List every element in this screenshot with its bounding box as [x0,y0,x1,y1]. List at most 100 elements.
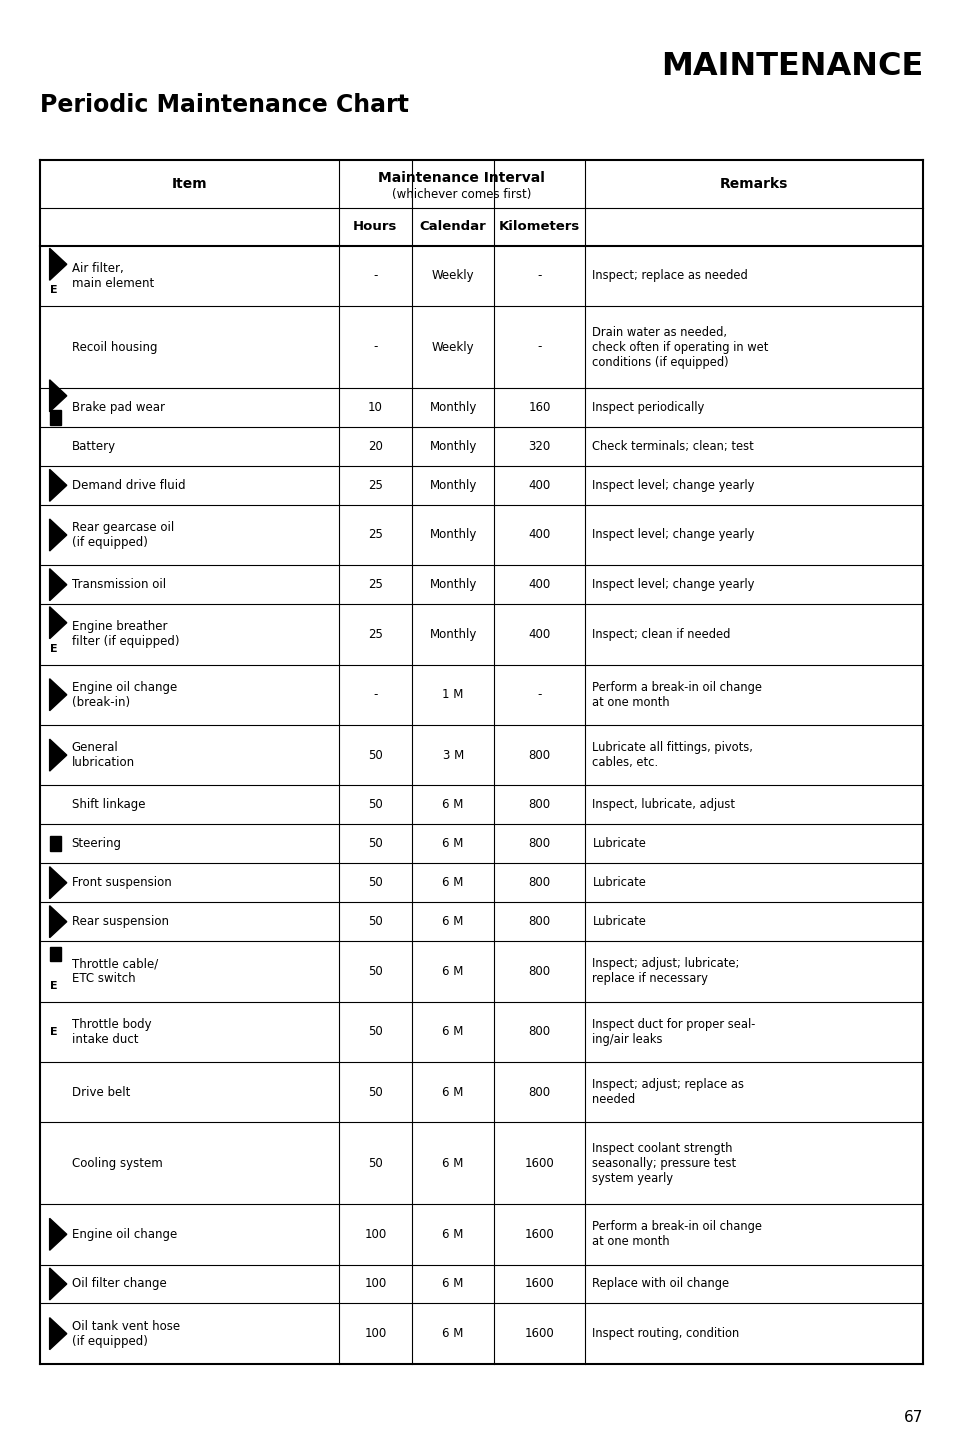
Text: 800: 800 [528,965,550,979]
Text: 50: 50 [368,838,382,851]
Text: Item: Item [172,177,207,190]
Text: 20: 20 [368,441,382,452]
Text: (whichever comes first): (whichever comes first) [392,188,531,201]
Text: 400: 400 [528,478,550,491]
Text: Weekly: Weekly [432,340,474,353]
Text: Lubricate: Lubricate [592,838,645,851]
Text: Replace with oil change: Replace with oil change [592,1278,729,1291]
Text: 100: 100 [364,1227,386,1240]
Text: Kilometers: Kilometers [498,221,579,233]
Text: Lubricate all fittings, pivots,
cables, etc.: Lubricate all fittings, pivots, cables, … [592,742,753,769]
Text: Inspect; clean if needed: Inspect; clean if needed [592,628,730,641]
Text: 100: 100 [364,1328,386,1341]
Text: Inspect level; change yearly: Inspect level; change yearly [592,528,754,541]
Text: Recoil housing: Recoil housing [71,340,157,353]
Text: Engine oil change
(break-in): Engine oil change (break-in) [71,680,176,708]
Text: 400: 400 [528,628,550,641]
Text: Steering: Steering [71,838,121,851]
Text: Monthly: Monthly [429,401,476,414]
Text: 6 M: 6 M [442,1328,463,1341]
Text: 800: 800 [528,915,550,928]
Text: 800: 800 [528,877,550,890]
Text: -: - [373,340,377,353]
Text: 6 M: 6 M [442,838,463,851]
Text: 10: 10 [368,401,382,414]
Text: 67: 67 [903,1410,923,1425]
Text: 25: 25 [368,579,382,592]
Text: 3 M: 3 M [442,749,463,762]
Text: Rear gearcase oil
(if equipped): Rear gearcase oil (if equipped) [71,521,173,550]
Text: Inspect coolant strength
seasonally; pressure test
system yearly: Inspect coolant strength seasonally; pre… [592,1141,736,1185]
Text: 50: 50 [368,1157,382,1169]
Text: Inspect duct for proper seal-
ing/air leaks: Inspect duct for proper seal- ing/air le… [592,1018,755,1045]
Text: Front suspension: Front suspension [71,877,172,890]
Text: 25: 25 [368,528,382,541]
Text: 1 M: 1 M [442,688,463,701]
Text: 50: 50 [368,915,382,928]
Text: Monthly: Monthly [429,478,476,491]
Text: 1600: 1600 [524,1328,554,1341]
Text: 100: 100 [364,1278,386,1291]
Text: Monthly: Monthly [429,579,476,592]
Text: Lubricate: Lubricate [592,915,645,928]
Text: Inspect level; change yearly: Inspect level; change yearly [592,478,754,491]
Text: 6 M: 6 M [442,877,463,890]
Text: -: - [537,340,541,353]
Text: 800: 800 [528,1086,550,1099]
Text: Lubricate: Lubricate [592,877,645,890]
Text: Drain water as needed,
check often if operating in wet
conditions (if equipped): Drain water as needed, check often if op… [592,326,768,368]
Text: Remarks: Remarks [720,177,787,190]
Text: Inspect; adjust; lubricate;
replace if necessary: Inspect; adjust; lubricate; replace if n… [592,957,739,986]
Text: Inspect periodically: Inspect periodically [592,401,704,414]
Text: Throttle body
intake duct: Throttle body intake duct [71,1018,151,1045]
Text: 6 M: 6 M [442,1278,463,1291]
Text: E: E [50,285,57,295]
Text: Drive belt: Drive belt [71,1086,130,1099]
Text: Inspect routing, condition: Inspect routing, condition [592,1328,739,1341]
Text: -: - [537,688,541,701]
Text: Check terminals; clean; test: Check terminals; clean; test [592,441,754,452]
Text: 1600: 1600 [524,1278,554,1291]
Text: 800: 800 [528,838,550,851]
Text: 800: 800 [528,798,550,811]
Text: 160: 160 [528,401,550,414]
Text: E: E [50,1027,57,1037]
Text: 800: 800 [528,749,550,762]
Text: Inspect, lubricate, adjust: Inspect, lubricate, adjust [592,798,735,811]
Text: 1600: 1600 [524,1157,554,1169]
Text: 50: 50 [368,749,382,762]
Text: 50: 50 [368,1025,382,1038]
Text: MAINTENANCE: MAINTENANCE [660,51,923,81]
Text: 25: 25 [368,478,382,491]
Text: Weekly: Weekly [432,269,474,282]
Text: 320: 320 [528,441,550,452]
Text: 50: 50 [368,798,382,811]
Text: Throttle cable/
ETC switch: Throttle cable/ ETC switch [71,957,157,986]
Text: -: - [373,688,377,701]
Text: 50: 50 [368,965,382,979]
Text: Engine breather
filter (if equipped): Engine breather filter (if equipped) [71,621,179,648]
Text: 6 M: 6 M [442,1025,463,1038]
Text: Perform a break-in oil change
at one month: Perform a break-in oil change at one mon… [592,1220,761,1249]
Text: 800: 800 [528,1025,550,1038]
Text: Transmission oil: Transmission oil [71,579,166,592]
Text: 6 M: 6 M [442,1227,463,1240]
Text: Battery: Battery [71,441,115,452]
Text: Air filter,
main element: Air filter, main element [71,262,153,289]
Text: 400: 400 [528,528,550,541]
Text: General
lubrication: General lubrication [71,742,134,769]
Text: Inspect level; change yearly: Inspect level; change yearly [592,579,754,592]
Text: E: E [50,981,57,990]
Text: Cooling system: Cooling system [71,1157,162,1169]
Text: Engine oil change: Engine oil change [71,1227,176,1240]
Text: 6 M: 6 M [442,965,463,979]
Text: Monthly: Monthly [429,441,476,452]
Text: Monthly: Monthly [429,628,476,641]
Text: 400: 400 [528,579,550,592]
Text: 6 M: 6 M [442,915,463,928]
Text: Oil filter change: Oil filter change [71,1278,166,1291]
Text: Shift linkage: Shift linkage [71,798,145,811]
Text: Demand drive fluid: Demand drive fluid [71,478,185,491]
Text: -: - [373,269,377,282]
Text: Brake pad wear: Brake pad wear [71,401,164,414]
